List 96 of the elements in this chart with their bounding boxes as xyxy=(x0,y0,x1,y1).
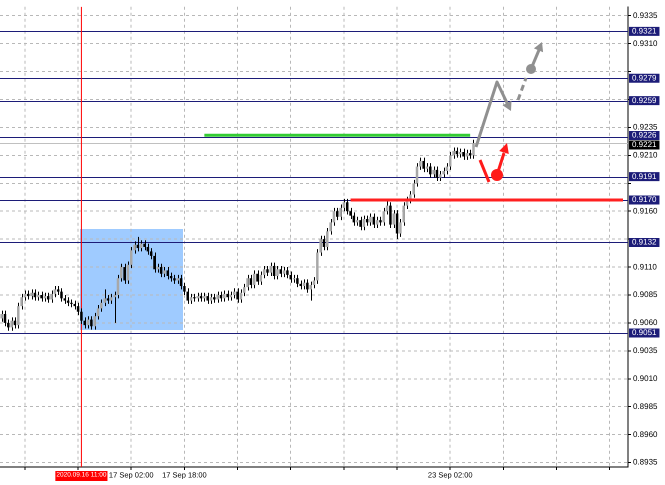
candlestick xyxy=(346,198,348,216)
candlestick xyxy=(359,216,362,231)
candlestick xyxy=(422,157,425,173)
candlestick xyxy=(190,293,192,304)
candlestick xyxy=(439,170,442,182)
candlestick xyxy=(0,310,3,322)
candlestick xyxy=(372,212,376,228)
y-tick-label: 0.8935 xyxy=(633,458,658,467)
y-tick-label: 0.9110 xyxy=(633,262,658,272)
candlestick xyxy=(462,148,465,160)
candlestick xyxy=(282,266,286,278)
candlestick xyxy=(322,235,326,251)
candlestick xyxy=(339,204,342,221)
candlestick xyxy=(250,274,252,289)
candlestick xyxy=(136,236,140,252)
candlestick xyxy=(382,207,386,226)
candlestick xyxy=(90,316,93,330)
candlestick xyxy=(352,212,356,226)
candlestick xyxy=(252,270,256,289)
candlestick xyxy=(140,240,142,252)
y-tick-label: 0.9010 xyxy=(633,374,658,383)
y-tick-label: 0.9335 xyxy=(633,10,658,20)
y-tick-label: 0.8985 xyxy=(633,402,658,411)
y-tick-label: 0.9310 xyxy=(633,38,658,48)
y-tick-label: 0.9060 xyxy=(633,318,658,328)
candlestick xyxy=(256,270,259,286)
candlestick xyxy=(336,207,339,221)
candlestick xyxy=(163,266,166,278)
candlestick xyxy=(456,147,458,158)
candlestick xyxy=(236,288,239,304)
candlestick xyxy=(206,292,209,304)
y-tick-label: 0.9235 xyxy=(633,122,658,132)
y-tick-label: 0.9035 xyxy=(633,346,658,356)
candlestick xyxy=(296,274,299,288)
candlestick xyxy=(276,265,279,280)
candlestick xyxy=(210,293,212,304)
candlestick xyxy=(466,149,468,160)
candlestick xyxy=(442,167,445,178)
candlestick xyxy=(10,316,13,332)
candlestick xyxy=(366,215,368,226)
candlestick xyxy=(280,265,282,278)
candlestick xyxy=(362,215,366,231)
candlestick xyxy=(260,271,262,286)
candlestick xyxy=(429,162,432,178)
candlestick xyxy=(302,278,306,290)
ref-line-label: 0.9321 xyxy=(632,26,658,36)
candlestick xyxy=(432,166,435,178)
candlestick xyxy=(309,281,312,302)
ref-line-label: 0.9170 xyxy=(632,195,658,204)
candlestick xyxy=(289,271,292,284)
y-tick-label: 0.9160 xyxy=(633,206,658,216)
candlestick xyxy=(436,166,438,182)
candlestick xyxy=(396,210,398,240)
candlestick xyxy=(70,298,73,308)
ref-line-label: 0.9132 xyxy=(632,238,658,247)
candlestick xyxy=(223,290,226,302)
ref-line-label: 0.9221 xyxy=(632,140,658,150)
candlestick xyxy=(240,288,242,304)
candlestick xyxy=(34,288,36,302)
y-tick-label: 0.9210 xyxy=(633,150,658,160)
candlestick xyxy=(46,292,50,304)
candlestick xyxy=(146,243,150,256)
ref-line-label: 0.9259 xyxy=(632,96,658,105)
candlestick xyxy=(123,263,126,284)
candlestick xyxy=(306,278,309,294)
ref-line-label: 0.9051 xyxy=(632,328,658,338)
candlestick xyxy=(40,291,43,302)
candlestick xyxy=(233,288,236,299)
candlestick xyxy=(14,316,16,329)
candlestick xyxy=(266,265,269,276)
candlestick xyxy=(270,262,272,276)
candlestick xyxy=(286,266,289,279)
candlestick xyxy=(216,291,219,304)
ref-line-label: 0.9226 xyxy=(632,130,658,140)
y-tick-label: 0.9085 xyxy=(633,290,658,300)
y-tick-label: 0.8960 xyxy=(633,430,658,439)
candlestick xyxy=(389,202,392,228)
candlestick xyxy=(369,212,372,226)
candlestick xyxy=(448,152,452,170)
ref-line-label: 0.9191 xyxy=(632,172,658,181)
candlestick xyxy=(220,291,222,302)
candlestick xyxy=(4,310,6,327)
candlestick xyxy=(30,288,33,300)
candlestick xyxy=(272,262,276,280)
ref-line-label: 0.9279 xyxy=(632,73,658,82)
candlestick xyxy=(153,252,156,274)
candlestick xyxy=(110,293,113,304)
candlestick xyxy=(143,240,146,251)
candlestick xyxy=(60,288,63,302)
candlestick xyxy=(86,316,90,329)
candlestick xyxy=(166,266,170,280)
candlestick xyxy=(376,216,378,228)
candlestick xyxy=(93,312,96,330)
candlestick xyxy=(226,290,229,302)
candlestick xyxy=(160,263,162,278)
candlestick xyxy=(472,139,475,160)
